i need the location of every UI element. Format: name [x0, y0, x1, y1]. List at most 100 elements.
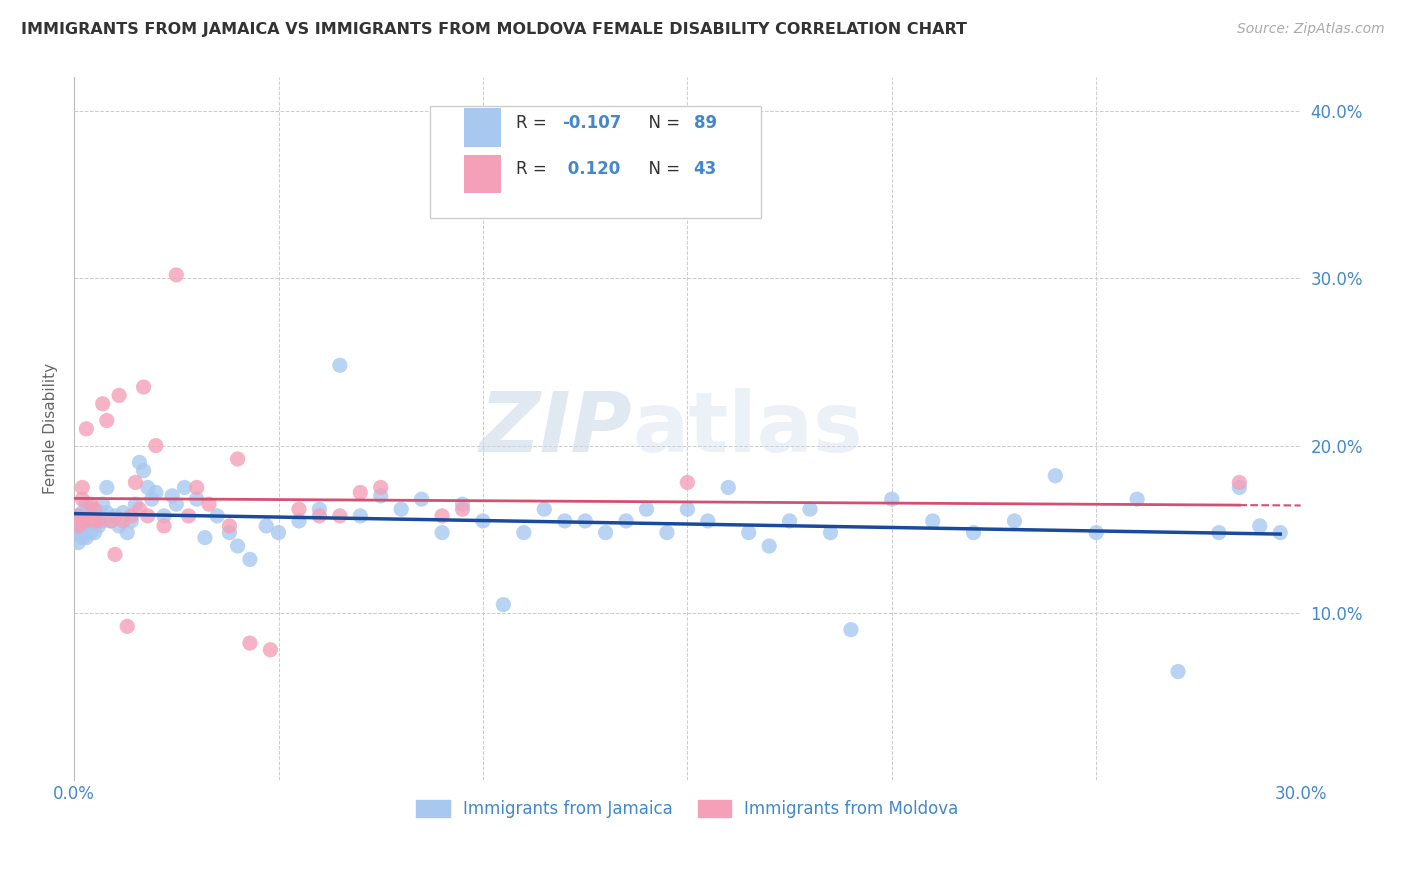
Point [120, 514, 142, 528]
Point [83, 525, 105, 540]
Point [173, 480, 195, 494]
Text: -0.107: -0.107 [562, 114, 621, 132]
Text: 43: 43 [693, 161, 717, 178]
Text: 89: 89 [693, 114, 717, 132]
Point [160, 489, 183, 503]
Text: 0.120: 0.120 [562, 161, 620, 178]
Point [67, 508, 90, 523]
Point [1227, 480, 1250, 494]
Point [820, 525, 842, 540]
Point [451, 502, 474, 516]
Point [75, 514, 97, 528]
Point [186, 480, 208, 494]
Point [67, 514, 90, 528]
Point [124, 475, 146, 490]
Point [205, 508, 228, 523]
Point [136, 508, 159, 523]
FancyBboxPatch shape [464, 108, 501, 147]
Point [389, 502, 412, 516]
Point [308, 502, 330, 516]
Point [329, 508, 352, 523]
Point [513, 525, 536, 540]
Point [100, 514, 122, 528]
Point [145, 485, 167, 500]
Point [370, 489, 392, 503]
Point [655, 525, 678, 540]
Point [239, 552, 262, 566]
FancyBboxPatch shape [464, 154, 501, 194]
Point [799, 502, 821, 516]
FancyBboxPatch shape [430, 105, 761, 218]
Point [218, 525, 240, 540]
Point [921, 514, 943, 528]
Point [96, 413, 118, 427]
Point [636, 502, 658, 516]
Point [72, 506, 94, 520]
Point [779, 514, 801, 528]
Text: R =: R = [516, 161, 551, 178]
Point [1045, 468, 1067, 483]
Point [79, 508, 101, 523]
Point [120, 508, 142, 523]
Point [108, 388, 131, 402]
Point [83, 502, 105, 516]
Point [72, 480, 94, 494]
Point [91, 397, 114, 411]
Point [96, 506, 118, 520]
Point [128, 502, 150, 516]
Text: N =: N = [638, 161, 686, 178]
Point [554, 514, 576, 528]
Point [75, 422, 97, 436]
Point [87, 506, 110, 520]
Point [79, 514, 101, 528]
Point [676, 475, 699, 490]
Point [226, 539, 249, 553]
Point [194, 531, 217, 545]
Point [153, 508, 176, 523]
Legend: Immigrants from Jamaica, Immigrants from Moldova: Immigrants from Jamaica, Immigrants from… [409, 793, 965, 825]
Point [370, 480, 392, 494]
Point [839, 623, 862, 637]
Point [430, 508, 453, 523]
Point [108, 519, 131, 533]
Y-axis label: Female Disability: Female Disability [44, 363, 58, 494]
Point [349, 485, 371, 500]
Point [1270, 525, 1292, 540]
Point [104, 548, 127, 562]
Point [128, 455, 150, 469]
Point [83, 514, 105, 528]
Point [349, 508, 371, 523]
Point [67, 525, 90, 540]
Point [79, 525, 101, 540]
Point [451, 497, 474, 511]
Point [75, 497, 97, 511]
Point [79, 502, 101, 516]
Point [198, 497, 221, 511]
Point [614, 514, 637, 528]
Point [1208, 525, 1230, 540]
Point [136, 480, 159, 494]
Point [595, 525, 617, 540]
Point [329, 359, 352, 373]
Point [117, 525, 139, 540]
Point [91, 514, 114, 528]
Point [96, 480, 118, 494]
Point [75, 531, 97, 545]
Point [67, 535, 90, 549]
Point [104, 508, 127, 523]
Text: R =: R = [516, 114, 551, 132]
Point [186, 492, 208, 507]
Point [696, 514, 718, 528]
Point [75, 519, 97, 533]
Point [758, 539, 780, 553]
Point [112, 514, 135, 528]
Point [67, 519, 90, 533]
Point [880, 492, 903, 507]
Text: ZIP: ZIP [479, 388, 633, 469]
Point [75, 508, 97, 523]
Point [738, 525, 761, 540]
Point [72, 525, 94, 540]
Point [117, 619, 139, 633]
Point [288, 502, 311, 516]
Text: Source: ZipAtlas.com: Source: ZipAtlas.com [1237, 22, 1385, 37]
